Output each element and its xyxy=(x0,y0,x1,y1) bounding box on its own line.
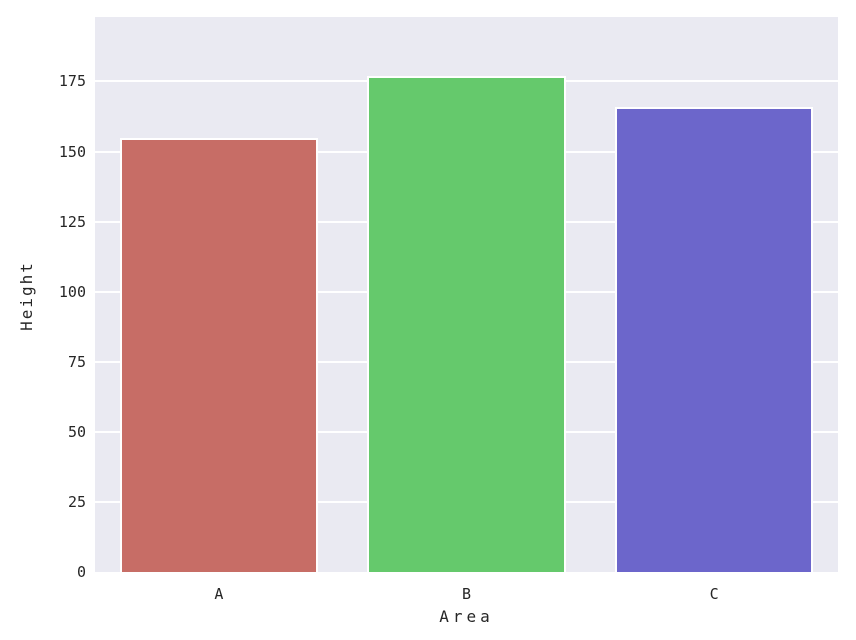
y-axis-label: Height xyxy=(17,261,36,331)
plot-area xyxy=(95,17,838,572)
x-axis-label: Area xyxy=(439,607,494,626)
bar-B xyxy=(367,75,566,572)
xtick-label-A: A xyxy=(214,585,224,603)
xtick-label-C: C xyxy=(709,585,719,603)
ytick-label-150: 150 xyxy=(58,142,86,161)
bar-C xyxy=(615,106,814,572)
ytick-label-0: 0 xyxy=(76,563,86,581)
ytick-label-75: 75 xyxy=(67,352,86,371)
ytick-label-100: 100 xyxy=(58,282,86,301)
ytick-label-125: 125 xyxy=(58,212,86,231)
bar-A xyxy=(119,137,318,572)
ytick-label-175: 175 xyxy=(58,72,86,91)
xtick-label-B: B xyxy=(461,585,472,603)
ytick-label-25: 25 xyxy=(67,492,86,511)
ytick-label-50: 50 xyxy=(67,422,86,441)
